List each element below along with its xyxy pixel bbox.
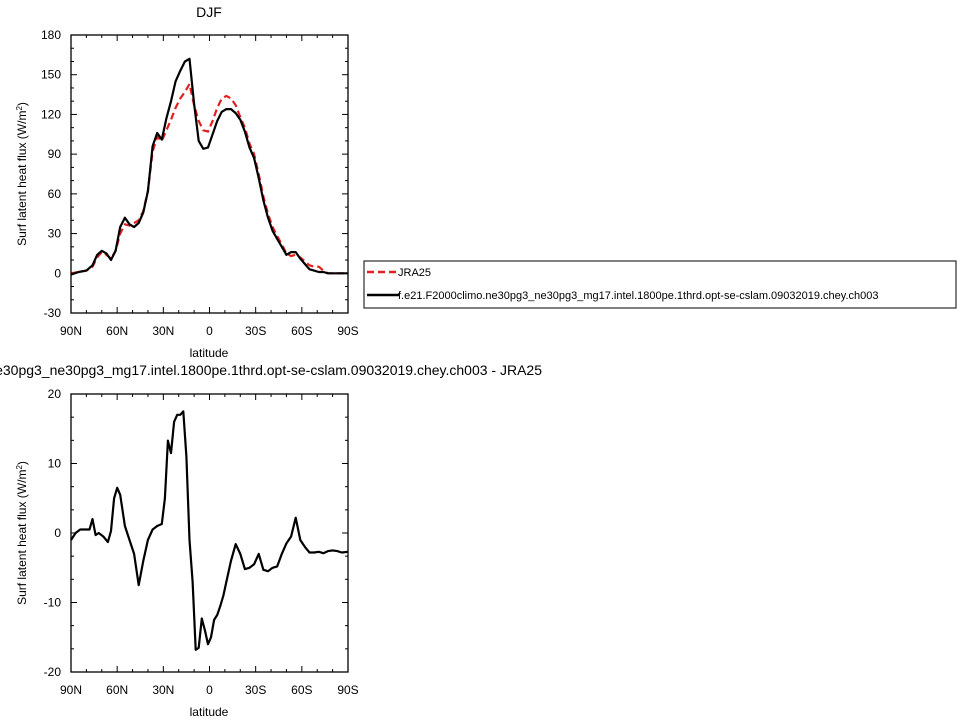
bottom-ytick-label: 0 [54,526,61,540]
top-ytick-label: 90 [48,147,62,161]
top-xtick-label: 60S [291,324,312,338]
bottom-series-line-0 [70,410,349,651]
top-chart-series [70,57,348,276]
top-series-line-0 [70,82,348,275]
top-ytick-label: 0 [54,266,61,280]
bottom-ytick-label: -10 [44,596,62,610]
legend-box [363,260,957,309]
top-chart-xlabel: latitude [190,346,229,360]
bottom-ytick-label: -20 [44,665,62,679]
bottom-chart-frame [70,393,349,673]
top-ytick-label: 30 [48,227,62,241]
top-xtick-label: 60N [106,324,128,338]
top-xtick-label: 30N [152,324,174,338]
top-chart-title: DJF [196,4,222,20]
bottom-ytick-label: 10 [48,457,62,471]
top-xtick-label: 90S [337,324,358,338]
legend-label-jra25: JRA25 [398,267,431,279]
bottom-chart-axes: -20 -10 0 10 20 90N 60N 30N 0 30S 60S 90S [44,387,359,697]
top-ytick-label: 180 [41,28,61,42]
top-xtick-label: 0 [206,324,213,338]
top-ytick-label: -30 [44,306,62,320]
bottom-xtick-label: 90N [60,683,82,697]
bottom-chart: f.e21.F2000climo.ne30pg3_ne30pg3_mg17.in… [0,362,542,719]
legend: JRA25 f.e21.F2000climo.ne30pg3_ne30pg3_m… [363,260,957,309]
bottom-xtick-label: 30N [152,683,174,697]
top-ytick-label: 60 [48,187,62,201]
bottom-ytick-label: 20 [48,387,62,401]
top-chart-frame [70,34,349,314]
top-ytick-label: 150 [41,68,61,82]
top-xtick-label: 90N [60,324,82,338]
top-series-line-1 [70,57,348,276]
top-xtick-label: 30S [245,324,266,338]
bottom-xtick-label: 60S [291,683,312,697]
top-chart-ylabel: Surf latent heat flux (W/m2) [15,102,30,246]
bottom-chart-xlabel: latitude [190,705,229,719]
top-chart: DJF -30 0 30 60 90 120 150 180 90N 60N 30N 0 30S 60S 9… [15,4,359,360]
bottom-chart-ylabel: Surf latent heat flux (W/m2) [15,461,30,605]
top-ytick-label: 120 [41,107,61,121]
bottom-xtick-label: 90S [337,683,358,697]
bottom-chart-series [70,410,349,651]
bottom-xtick-label: 30S [245,683,266,697]
bottom-xtick-label: 0 [206,683,213,697]
bottom-chart-title: f.e21.F2000climo.ne30pg3_ne30pg3_mg17.in… [0,362,542,378]
legend-label-model: f.e21.F2000climo.ne30pg3_ne30pg3_mg17.in… [398,290,878,302]
bottom-xtick-label: 60N [106,683,128,697]
top-chart-axes: -30 0 30 60 90 120 150 180 90N 60N 30N 0 30S 60S 90S [41,28,359,338]
